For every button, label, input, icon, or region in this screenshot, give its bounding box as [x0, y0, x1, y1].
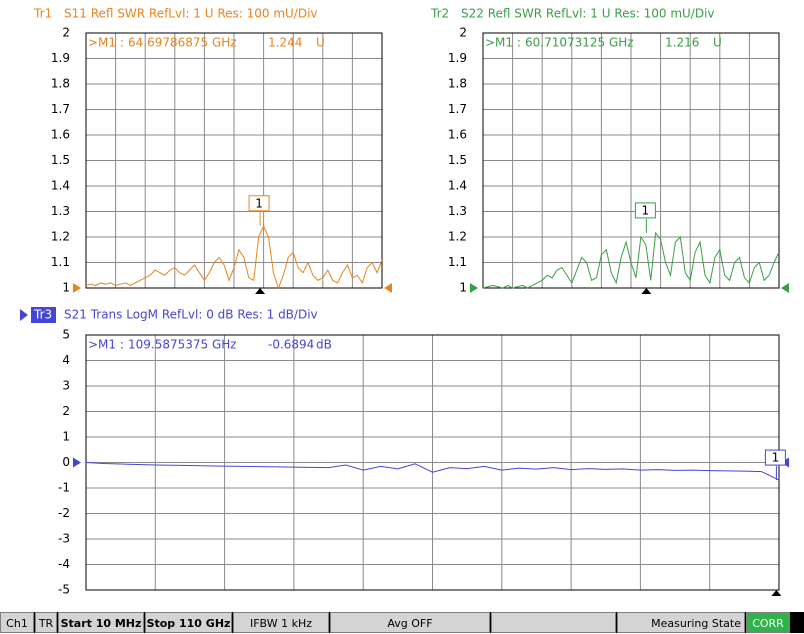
- y-tick-label: 1.6: [51, 128, 70, 142]
- status-channel[interactable]: Ch1: [0, 612, 34, 633]
- marker-value: 1.216: [665, 36, 699, 50]
- marker-unit: U: [316, 36, 325, 50]
- trace-label: Tr2: [430, 7, 449, 21]
- trace-title: S11 Refl SWR RefLvl: 1 U Res: 100 mU/Div: [64, 7, 318, 21]
- y-tick-label: 1.6: [448, 128, 467, 142]
- marker-unit: dB: [316, 338, 332, 352]
- marker-flag: [248, 195, 270, 212]
- ref-marker-right: [781, 283, 789, 293]
- y-tick-label: 1.5: [51, 153, 70, 167]
- status-start[interactable]: Start 10 MHz: [58, 612, 144, 633]
- status-avg[interactable]: Avg OFF: [330, 612, 490, 633]
- y-tick-label: 1.3: [51, 204, 70, 218]
- status-state: Measuring State: [617, 612, 745, 633]
- status-tr[interactable]: TR: [35, 612, 57, 633]
- y-tick-label: -3: [58, 532, 70, 546]
- trace-label: Tr1: [33, 7, 52, 21]
- y-tick-label: 1.9: [448, 51, 467, 65]
- y-tick-label: 1.9: [51, 51, 70, 65]
- trace: [85, 224, 383, 290]
- ref-marker-left: [470, 283, 478, 293]
- y-tick-label: 1: [62, 281, 70, 295]
- status-stop[interactable]: Stop 110 GHz: [145, 612, 232, 633]
- marker-id: 1: [772, 451, 780, 465]
- active-trace-box: [31, 307, 56, 323]
- marker-id: 1: [255, 196, 263, 210]
- y-tick-label: 2: [62, 404, 70, 418]
- marker-freq: 109.5875375 GHz: [128, 338, 237, 352]
- trace-label: Tr3: [33, 308, 52, 322]
- trace-title: S22 Refl SWR RefLvl: 1 U Res: 100 mU/Div: [461, 7, 715, 21]
- y-tick-label: -2: [58, 506, 70, 520]
- marker-unit: U: [713, 36, 722, 50]
- y-tick-label: 5: [62, 328, 70, 342]
- y-tick-label: 1.4: [51, 179, 70, 193]
- marker-axis-triangle: [771, 590, 782, 596]
- ref-marker-right: [384, 283, 392, 293]
- ref-marker-left: [73, 457, 81, 468]
- y-tick-label: -5: [58, 583, 70, 597]
- y-tick-label: 1.4: [448, 179, 467, 193]
- y-tick-label: 1.1: [51, 255, 70, 269]
- screen: 1 1.1 1.2 1.3 1.4 1.5 1.6 1.7 1.8 1.9 2 Tr1 S11 Refl…: [20, 7, 789, 597]
- y-tick-label: 1.7: [51, 102, 70, 116]
- y-tick-label: 1.7: [448, 102, 467, 116]
- status-corr[interactable]: CORR: [746, 612, 790, 633]
- status-ifbw[interactable]: IFBW 1 kHz: [233, 612, 329, 633]
- marker-value: -0.6894: [268, 338, 314, 352]
- y-tick-label: 1.8: [448, 77, 467, 91]
- y-tick-label: 1.3: [448, 204, 467, 218]
- active-trace-arrow: [20, 309, 28, 321]
- y-tick-label: 1.2: [51, 230, 70, 244]
- y-tick-label: -1: [58, 481, 70, 495]
- ref-marker-left: [73, 283, 81, 293]
- marker-freq: 64.69786875 GHz: [128, 36, 237, 50]
- trace: [482, 231, 780, 289]
- y-tick-label: 4: [62, 353, 70, 367]
- y-tick-label: 1.5: [448, 153, 467, 167]
- y-tick-label: 1.2: [448, 230, 467, 244]
- marker-freq: 60.71073125 GHz: [525, 36, 634, 50]
- y-tick-label: 1: [459, 281, 467, 295]
- y-tick-label: 1.8: [51, 77, 70, 91]
- marker-label: >M1 :: [88, 338, 124, 352]
- y-tick-label: 2: [459, 26, 467, 40]
- y-tick-label: -4: [58, 557, 70, 571]
- y-tick-label: 2: [62, 26, 70, 40]
- marker-flag: [634, 202, 656, 219]
- plot-frame: [482, 32, 780, 289]
- marker-axis-triangle: [641, 288, 652, 294]
- marker-value: 1.244: [268, 36, 302, 50]
- marker-label: >M1 :: [485, 36, 521, 50]
- status-empty: [491, 612, 616, 633]
- marker-flag: [764, 449, 786, 466]
- marker-id: 1: [642, 203, 650, 217]
- y-tick-label: 1.1: [448, 255, 467, 269]
- y-tick-label: 1: [62, 430, 70, 444]
- plot-frame: [85, 32, 383, 289]
- trace: [85, 462, 780, 481]
- trace-title: S21 Trans LogM RefLvl: 0 dB Res: 1 dB/Di…: [64, 308, 318, 322]
- marker-axis-triangle: [255, 288, 266, 294]
- marker-label: >M1 :: [88, 36, 124, 50]
- y-tick-label: 0: [62, 455, 70, 469]
- y-tick-label: 3: [62, 379, 70, 393]
